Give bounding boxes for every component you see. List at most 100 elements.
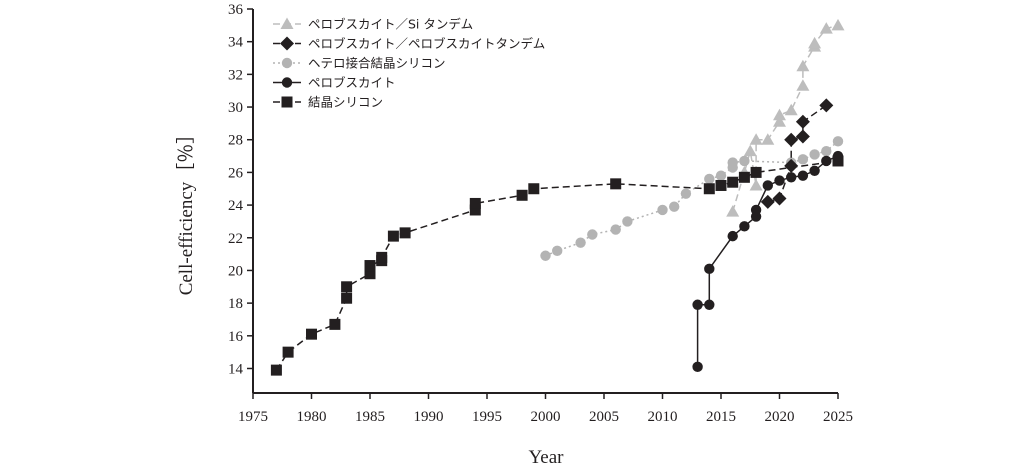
- y-tick-label: 32: [228, 67, 243, 83]
- data-point: [738, 171, 750, 183]
- data-point: [680, 188, 692, 199]
- data-point: [774, 175, 785, 186]
- data-point: [364, 268, 376, 280]
- legend-label: ペロブスカイト: [308, 75, 396, 90]
- x-tick-label: 2000: [531, 409, 561, 425]
- x-tick-label: 1985: [355, 409, 385, 425]
- series-3: [692, 150, 844, 373]
- x-tick-label: 2015: [706, 409, 736, 425]
- series-2: [540, 136, 844, 261]
- data-point: [657, 204, 668, 216]
- data-point: [540, 250, 551, 261]
- legend-marker: [280, 36, 294, 51]
- data-point: [743, 144, 757, 157]
- data-point: [797, 154, 809, 165]
- data-point: [341, 292, 353, 304]
- data-point: [749, 178, 763, 191]
- data-point: [704, 263, 715, 275]
- data-point: [749, 133, 763, 145]
- data-point: [821, 155, 832, 167]
- legend-marker: [281, 77, 293, 88]
- data-point: [809, 149, 820, 160]
- x-tick-label: 2010: [648, 409, 678, 425]
- x-tick-label: 1980: [297, 409, 327, 425]
- y-tick-label: 36: [228, 2, 244, 18]
- x-tick-label: 2005: [589, 409, 619, 425]
- x-tick-label: 1995: [472, 409, 502, 425]
- data-point: [669, 201, 680, 212]
- y-tick-label: 20: [228, 263, 243, 279]
- data-point: [364, 260, 376, 272]
- data-point: [516, 189, 528, 201]
- series-1: [760, 98, 834, 209]
- data-point: [306, 328, 317, 340]
- data-point: [399, 227, 411, 239]
- data-point: [575, 237, 586, 248]
- data-point: [795, 129, 810, 144]
- series-0: [726, 18, 845, 217]
- data-point: [760, 194, 775, 209]
- data-point: [727, 157, 738, 168]
- y-tick-label: 18: [228, 296, 243, 312]
- data-point: [796, 79, 810, 91]
- data-point: [808, 36, 822, 49]
- legend-label: ヘテロ接合結晶シリコン: [308, 56, 446, 71]
- legend-item: ペロブスカイト／ペロブスカイトタンデム: [273, 36, 545, 51]
- data-point: [469, 197, 481, 209]
- data-point: [528, 183, 540, 195]
- series-4: [270, 155, 844, 376]
- data-point: [821, 145, 832, 157]
- data-point: [715, 179, 727, 191]
- data-point: [692, 361, 703, 373]
- data-point: [622, 216, 633, 227]
- data-point: [270, 364, 282, 376]
- legend-label: ペロブスカイト／Si タンデム: [308, 17, 473, 32]
- legend-marker: [280, 17, 294, 29]
- data-point: [786, 172, 797, 183]
- data-point: [587, 229, 598, 240]
- data-point: [832, 150, 844, 162]
- x-tick-label: 2020: [765, 409, 795, 425]
- data-point: [726, 205, 740, 217]
- data-point: [761, 133, 775, 145]
- data-point: [341, 281, 353, 293]
- data-point: [831, 18, 845, 31]
- x-tick-label: 1990: [414, 409, 444, 425]
- data-point: [376, 251, 388, 263]
- data-point: [784, 103, 798, 116]
- data-point: [552, 245, 563, 257]
- data-point: [703, 183, 715, 195]
- data-point: [819, 22, 833, 34]
- x-tick-label: 1975: [238, 409, 268, 425]
- y-tick-label: 14: [228, 361, 244, 377]
- data-point: [727, 176, 739, 188]
- data-point: [809, 165, 820, 176]
- data-point: [469, 204, 481, 216]
- data-point: [739, 155, 750, 167]
- y-tick-label: 28: [228, 133, 243, 149]
- data-point: [610, 178, 622, 190]
- data-point: [692, 299, 703, 310]
- x-axis-title: Year: [528, 447, 564, 468]
- data-point: [387, 230, 399, 242]
- y-axis-title: Cell-efficiency［％］: [175, 125, 197, 296]
- y-tick-label: 16: [228, 329, 244, 345]
- y-tick-label: 24: [228, 198, 244, 214]
- data-point: [797, 170, 809, 181]
- legend-item: ペロブスカイト／Si タンデム: [273, 17, 473, 32]
- data-point: [282, 346, 294, 358]
- legend: ペロブスカイト／Si タンデムペロブスカイト／ペロブスカイトタンデムヘテロ接合結…: [273, 17, 545, 110]
- legend-item: 結晶シリコン: [273, 95, 383, 110]
- legend-label: 結晶シリコン: [308, 95, 383, 110]
- y-tick-label: 30: [228, 100, 243, 116]
- data-point: [739, 221, 750, 232]
- series-layer: [270, 18, 845, 376]
- data-point: [795, 114, 810, 129]
- y-tick-label: 22: [228, 231, 243, 247]
- data-point: [762, 180, 773, 191]
- data-point: [784, 158, 799, 173]
- data-point: [750, 204, 762, 216]
- data-point: [832, 136, 844, 147]
- legend-marker: [281, 96, 293, 108]
